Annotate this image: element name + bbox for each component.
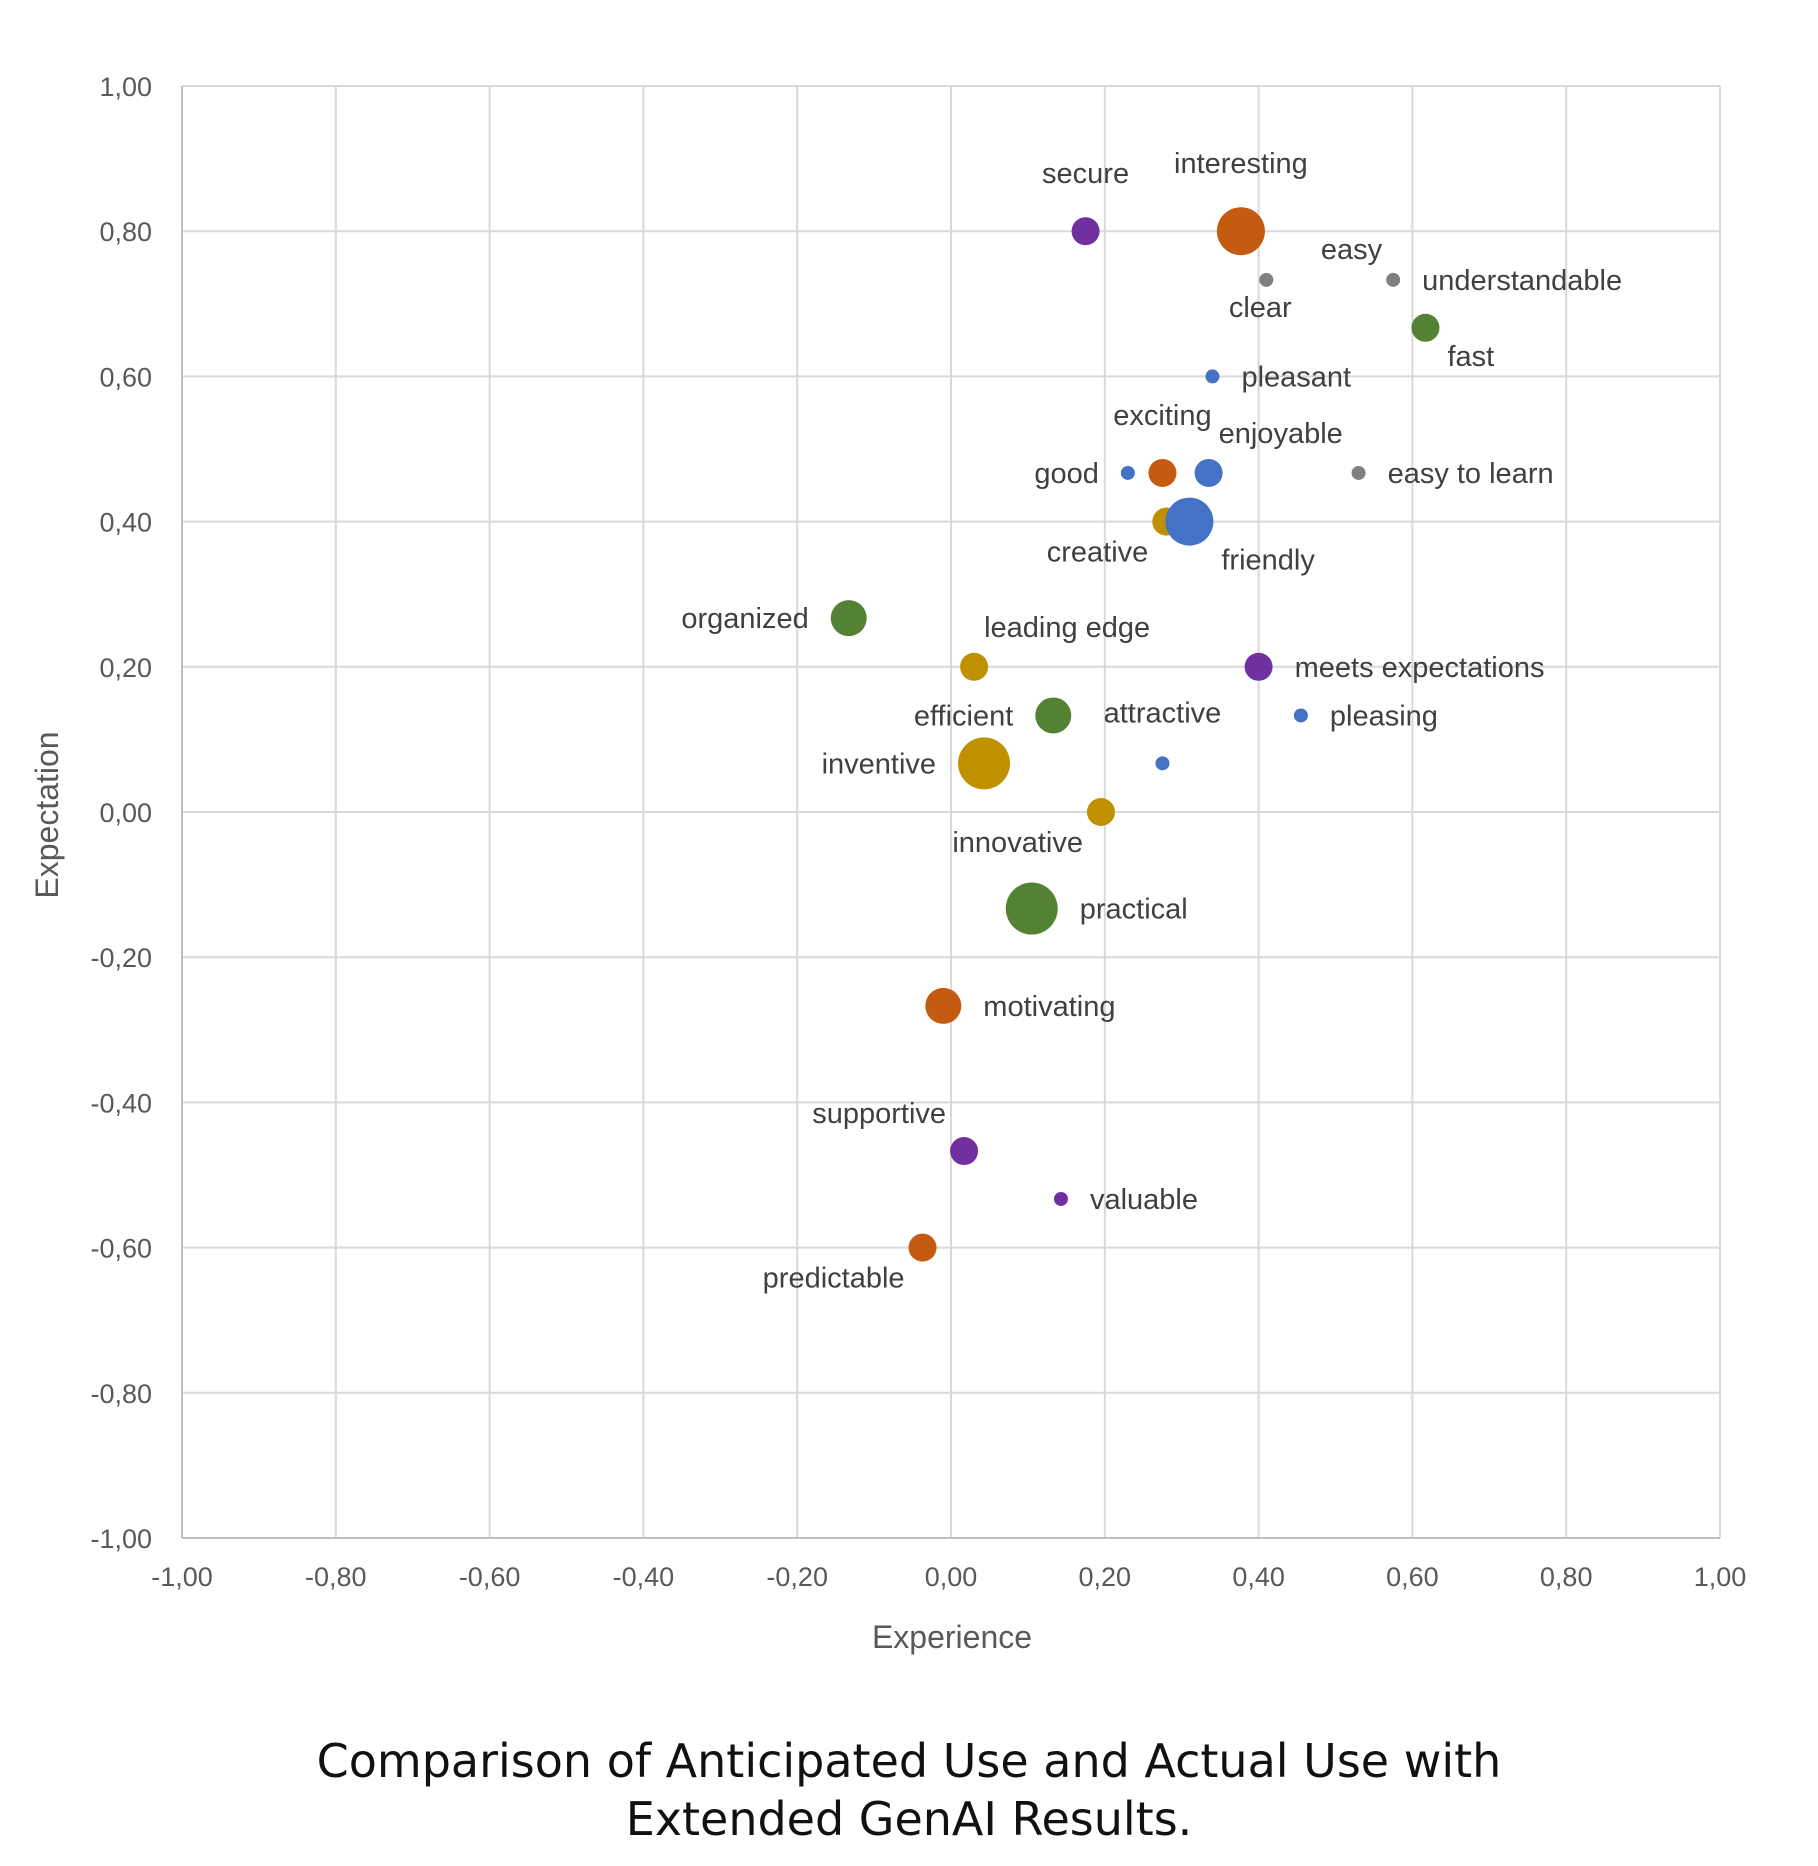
y-tick-label: 0,40 — [99, 508, 152, 538]
point-label: innovative — [952, 827, 1083, 859]
data-point — [1035, 697, 1072, 734]
data-point — [960, 652, 989, 681]
y-axis-title: Expectation — [29, 731, 65, 898]
y-tick-label: -0,20 — [90, 943, 152, 973]
figure-caption: Comparison of Anticipated Use and Actual… — [0, 1732, 1818, 1848]
y-tick-label: 1,00 — [99, 72, 152, 102]
x-tick-label: -0,40 — [613, 1562, 675, 1592]
data-point — [1293, 708, 1308, 723]
point-label: clear — [1229, 292, 1292, 324]
data-point — [958, 737, 1011, 790]
point-label: leading edge — [984, 612, 1150, 644]
point-label: valuable — [1090, 1184, 1198, 1216]
y-tick-label: -0,40 — [90, 1088, 152, 1118]
data-point — [1386, 272, 1401, 287]
point-label: secure — [1042, 158, 1129, 190]
data-point — [1165, 497, 1214, 546]
data-point — [1259, 272, 1274, 287]
data-point — [1120, 465, 1135, 480]
caption-line-1: Comparison of Anticipated Use and Actual… — [316, 1734, 1502, 1788]
point-label: meets expectations — [1295, 652, 1545, 684]
x-tick-label: -0,80 — [305, 1562, 367, 1592]
point-label: practical — [1080, 894, 1188, 926]
data-point — [1194, 458, 1223, 487]
point-label: pleasant — [1241, 361, 1351, 393]
y-tick-label: 0,00 — [99, 798, 152, 828]
data-point — [908, 1233, 937, 1262]
data-point — [830, 600, 867, 637]
caption-line-2: Extended GenAI Results. — [625, 1792, 1193, 1846]
point-label: enjoyable — [1219, 418, 1343, 450]
x-tick-label: 0,20 — [1079, 1562, 1132, 1592]
data-point — [1005, 882, 1058, 935]
y-tick-label: -0,80 — [90, 1379, 152, 1409]
x-tick-label: 0,40 — [1232, 1562, 1285, 1592]
y-tick-label: 0,80 — [99, 217, 152, 247]
gridlines — [181, 85, 1721, 1539]
x-tick-label: 0,60 — [1386, 1562, 1439, 1592]
point-label: predictable — [763, 1263, 905, 1295]
data-point — [1155, 756, 1170, 771]
data-point — [1086, 798, 1115, 826]
data-point — [1071, 217, 1100, 246]
point-label: easy — [1321, 234, 1383, 266]
point-labels: secure interesting clear easy understandable… — [681, 148, 1622, 1294]
y-tick-label: -0,60 — [90, 1234, 152, 1264]
data-point — [1148, 458, 1177, 487]
data-points — [830, 207, 1440, 1262]
point-label: supportive — [812, 1098, 946, 1130]
data-point — [1411, 313, 1440, 342]
data-point — [925, 987, 962, 1024]
x-tick-label: 1,00 — [1694, 1562, 1747, 1592]
data-point — [1216, 207, 1265, 256]
point-label: exciting — [1113, 400, 1211, 432]
data-point — [1053, 1191, 1068, 1206]
x-tick-label: -1,00 — [151, 1562, 213, 1592]
scatter-chart: -1,00 -0,80 -0,60 -0,40 -0,20 0,00 0,20 0,40 0,6… — [29, 72, 1746, 1655]
x-tick-label: -0,20 — [766, 1562, 828, 1592]
y-tick-labels: 1,00 0,80 0,60 0,40 0,20 0,00 -0,20 -0,40 -0,60 -… — [90, 72, 152, 1554]
point-label: friendly — [1221, 545, 1315, 577]
x-tick-label: 0,00 — [925, 1562, 978, 1592]
x-tick-label: -0,60 — [459, 1562, 521, 1592]
y-tick-label: 0,20 — [99, 653, 152, 683]
point-label: attractive — [1104, 697, 1222, 729]
point-label: efficient — [914, 700, 1013, 732]
data-point — [1244, 652, 1273, 681]
point-label: pleasing — [1330, 700, 1438, 732]
data-point — [950, 1137, 979, 1166]
data-point — [1205, 369, 1220, 384]
point-label: fast — [1447, 341, 1494, 373]
point-label: easy to learn — [1388, 458, 1554, 490]
x-tick-labels: -1,00 -0,80 -0,60 -0,40 -0,20 0,00 0,20 0,40 0,6… — [151, 1562, 1746, 1592]
point-label: inventive — [822, 748, 936, 780]
point-label: organized — [681, 603, 808, 635]
data-point — [1351, 465, 1366, 480]
point-label: motivating — [983, 991, 1115, 1023]
point-label: understandable — [1422, 265, 1622, 297]
point-label: interesting — [1174, 148, 1308, 180]
point-label: creative — [1047, 537, 1149, 569]
point-label: good — [1034, 458, 1099, 490]
y-tick-label: 0,60 — [99, 362, 152, 392]
y-tick-label: -1,00 — [90, 1524, 152, 1554]
x-tick-label: 0,80 — [1540, 1562, 1593, 1592]
x-axis-title: Experience — [872, 1619, 1032, 1655]
